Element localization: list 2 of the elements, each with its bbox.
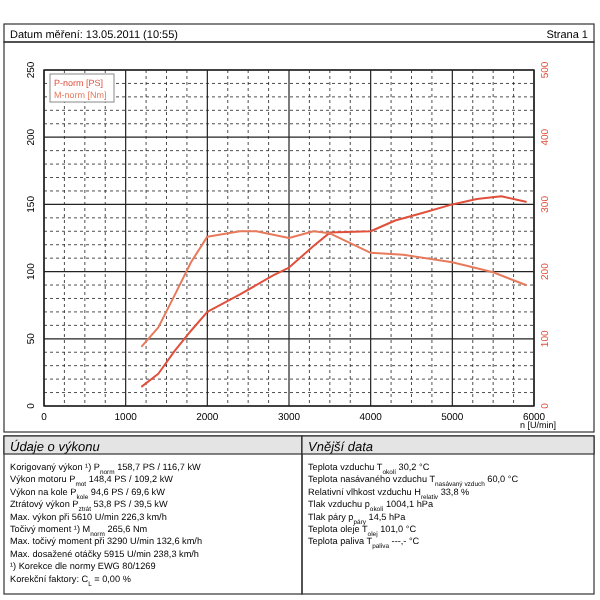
line-series <box>141 230 527 348</box>
line-series <box>141 195 527 388</box>
